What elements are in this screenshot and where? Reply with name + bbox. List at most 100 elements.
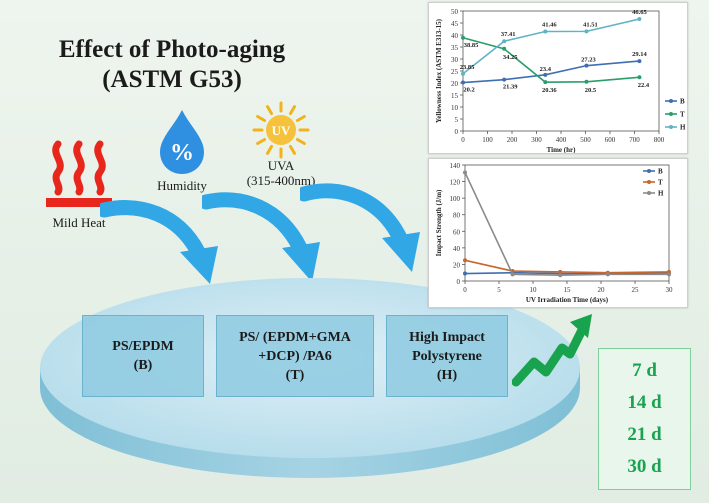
y-tick-label: 120	[450, 179, 461, 187]
data-point-H	[605, 272, 610, 277]
x-tick-label: 500	[580, 136, 591, 144]
y-tick-label: 50	[451, 8, 459, 16]
x-tick-label: 0	[463, 286, 467, 294]
duration-box: 7 d 14 d 21 d 30 d	[598, 348, 691, 490]
legend-marker-H	[647, 191, 651, 195]
legend-label-B: B	[680, 98, 685, 106]
data-point-T	[543, 80, 548, 85]
data-label-B: 20.2	[463, 87, 474, 94]
humidity-label: Humidity	[157, 178, 207, 193]
duration-7d: 7 d	[632, 360, 657, 381]
data-label-T: 34.25	[503, 54, 518, 61]
data-point-H	[461, 71, 465, 76]
sample-box-t: PS/ (EPDM+GMA +DCP) /PA6 (T)	[216, 315, 374, 397]
legend-label-T: T	[680, 111, 685, 119]
uv-badge: UV	[272, 123, 291, 138]
legend-marker-B	[669, 99, 673, 103]
legend-marker-B	[647, 169, 651, 173]
data-point-T	[502, 46, 507, 51]
y-tick-label: 100	[450, 195, 461, 203]
curved-arrow-icon	[100, 200, 218, 284]
humidity-drop-icon: %	[160, 110, 204, 174]
sample-box-b: PS/EPDM (B)	[82, 315, 204, 397]
y-tick-label: 25	[451, 68, 459, 76]
plot-frame	[464, 164, 670, 282]
data-label-H: 37.41	[501, 31, 516, 38]
legend-label-B: B	[658, 168, 663, 176]
data-point-T	[584, 79, 589, 84]
sample-b-code: (B)	[133, 358, 153, 373]
x-tick-label: 100	[482, 136, 493, 144]
title-line-1: Effect of Photo-aging	[58, 36, 286, 63]
uv-sun-icon: UV	[252, 101, 310, 159]
y-axis-label: Yellowness Index (ASTM E313-15)	[435, 18, 443, 123]
x-axis-label: Time (hr)	[547, 146, 577, 153]
data-point-T	[461, 35, 465, 40]
sample-h-name-2: Polystyrene	[412, 348, 482, 364]
duration-30d: 30 d	[627, 456, 662, 477]
data-label-T: 20.5	[585, 87, 597, 94]
x-tick-label: 600	[605, 136, 616, 144]
legend-marker-H	[669, 125, 673, 129]
data-point-B	[584, 63, 589, 68]
y-tick-label: 20	[451, 80, 459, 88]
series-line-T	[464, 259, 670, 274]
x-tick-label: 400	[556, 136, 567, 144]
sample-t-code: (T)	[285, 367, 305, 383]
uva-label: UVA	[267, 158, 295, 173]
title-line-2: (ASTM G53)	[102, 66, 242, 93]
y-tick-label: 10	[451, 104, 459, 112]
data-point-B	[463, 271, 467, 276]
heat-label: Mild Heat	[52, 215, 106, 230]
humidity-symbol: %	[170, 140, 194, 166]
x-tick-label: 800	[654, 136, 665, 144]
duration-14d: 14 d	[627, 392, 662, 413]
growth-arrow-icon	[512, 314, 592, 387]
data-point-B	[461, 80, 465, 85]
x-axis-label: UV Irradiation Time (days)	[526, 296, 609, 304]
data-point-T	[463, 258, 467, 263]
data-point-T	[637, 75, 642, 80]
x-tick-label: 5	[497, 286, 501, 294]
y-tick-label: 140	[450, 162, 461, 170]
y-tick-label: 0	[455, 128, 459, 136]
data-label-T: 20.36	[542, 87, 557, 94]
legend-label-T: T	[658, 179, 663, 187]
sample-t-name-2: +DCP) /PA6	[258, 348, 332, 364]
data-label-H: 41.51	[583, 21, 598, 28]
data-point-B	[543, 72, 548, 77]
data-label-T: 38.85	[464, 42, 479, 49]
data-label-H: 41.46	[542, 21, 557, 28]
y-tick-label: 20	[453, 261, 461, 269]
series-line-H	[464, 172, 669, 277]
y-tick-label: 40	[451, 32, 459, 40]
data-point-H	[558, 273, 563, 278]
data-point-H	[584, 29, 589, 34]
x-tick-label: 30	[666, 286, 674, 294]
data-label-B: 29.14	[632, 51, 647, 58]
x-tick-label: 300	[531, 136, 542, 144]
sample-h-name-1: High Impact	[409, 329, 485, 345]
heat-icon	[46, 140, 112, 207]
y-tick-label: 15	[451, 92, 459, 100]
data-point-H	[510, 272, 515, 277]
x-tick-label: 200	[507, 136, 518, 144]
data-point-H	[543, 29, 548, 34]
duration-21d: 21 d	[627, 424, 662, 445]
legend-label-H: H	[680, 124, 686, 132]
data-label-B: 21.39	[503, 84, 518, 91]
data-point-B	[637, 59, 642, 64]
series-line-T	[462, 36, 640, 83]
impact-chart: 0 20 40 60 80 100 120 140 0 5 10 15 20 25 30 UV Irradia…	[435, 162, 674, 304]
sample-box-h: High Impact Polystyrene (H)	[386, 315, 508, 397]
sample-t-name-1: PS/ (EPDM+GMA	[239, 329, 351, 345]
y-tick-label: 40	[453, 245, 461, 253]
legend-marker-T	[647, 180, 651, 184]
legend-label-H: H	[658, 190, 664, 198]
sample-b-name: PS/EPDM	[112, 339, 174, 354]
data-label-H: 23.85	[460, 64, 475, 71]
x-tick-label: 0	[461, 136, 465, 144]
impact-chart-panel: 0 20 40 60 80 100 120 140 0 5 10 15 20 25 30 UV Irradia…	[428, 158, 688, 308]
